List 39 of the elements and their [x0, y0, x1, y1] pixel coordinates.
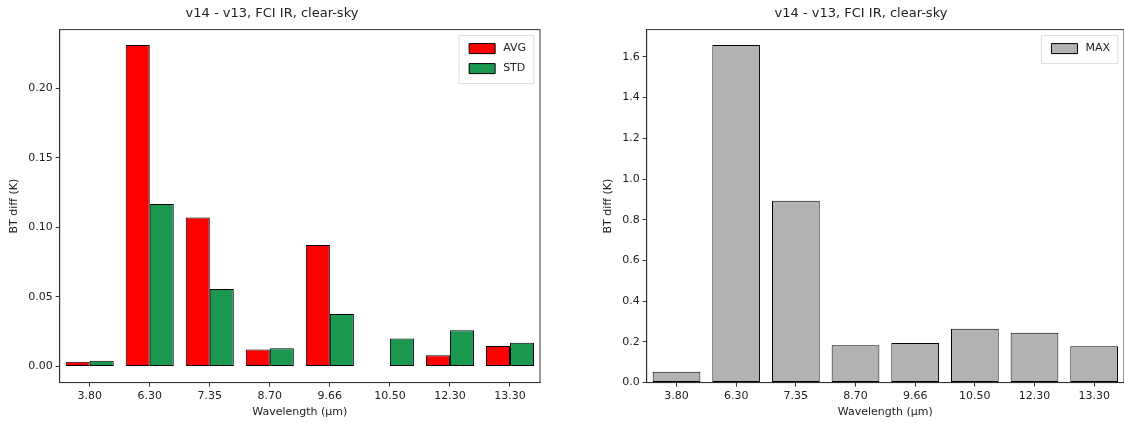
y-axis-title: BT diff (K) [7, 178, 21, 234]
y-tick-label: 0.15 [28, 150, 53, 164]
x-tick-label: 7.35 [197, 389, 223, 403]
y-tick-label: 1.2 [622, 131, 640, 145]
legend-label: AVG [503, 41, 526, 55]
x-tick-label: 13.30 [1078, 389, 1110, 403]
y-tick-label: 0.8 [622, 212, 640, 226]
x-tick-label: 9.66 [317, 389, 343, 403]
x-tick-label: 3.80 [77, 389, 102, 403]
chart-title: v14 - v13, FCI IR, clear-sky [185, 5, 359, 21]
x-tick-label: 9.66 [902, 389, 928, 403]
x-tick-label: 13.30 [494, 389, 526, 403]
legend-label: STD [503, 61, 526, 75]
x-tick-label: 10.50 [959, 389, 991, 403]
x-tick-label: 8.70 [257, 389, 283, 403]
y-tick-label: 0.10 [28, 220, 53, 234]
x-tick-label: 12.30 [1018, 389, 1051, 403]
y-tick-label: 1.6 [622, 49, 640, 63]
x-axis-title: Wavelength (μm) [837, 405, 933, 419]
y-axis-title: BT diff (K) [601, 178, 615, 234]
x-tick-label: 3.80 [664, 389, 689, 403]
x-axis-title: Wavelength (μm) [252, 405, 348, 419]
y-tick-label: 1.0 [622, 171, 640, 185]
legend-label: MAX [1085, 41, 1111, 55]
y-tick-label: 0.4 [622, 294, 640, 308]
x-tick-label: 10.50 [374, 389, 406, 403]
y-tick-label: 0.00 [28, 359, 53, 373]
y-tick-label: 1.4 [622, 90, 640, 104]
y-tick-label: 0.05 [28, 289, 53, 303]
x-tick-label: 12.30 [434, 389, 466, 403]
x-tick-label: 6.30 [723, 389, 749, 403]
x-tick-label: 7.35 [783, 389, 809, 403]
y-tick-label: 0.6 [622, 253, 640, 267]
chart-title: v14 - v13, FCI IR, clear-sky [774, 5, 948, 21]
x-tick-label: 8.70 [843, 389, 868, 403]
y-tick-label: 0.0 [622, 375, 640, 389]
y-tick-label: 0.2 [622, 334, 640, 348]
y-tick-label: 0.20 [28, 80, 53, 94]
x-tick-label: 6.30 [137, 389, 162, 403]
